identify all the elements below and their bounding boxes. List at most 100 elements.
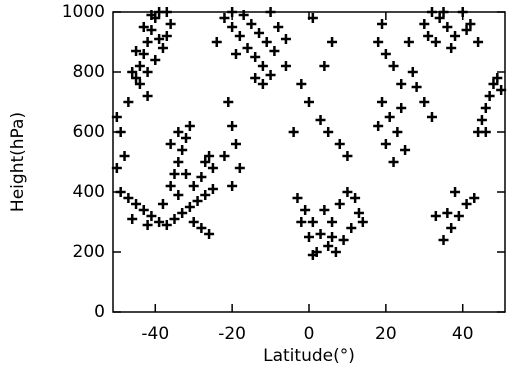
x-tick-label: -40 [141,324,169,344]
point [496,85,507,95]
point [357,217,368,227]
point [280,34,291,44]
x-tick-label: 20 [375,324,397,344]
point [131,73,142,83]
point [181,133,192,143]
point [446,43,457,53]
point [411,82,422,92]
point [254,28,265,38]
point [134,79,145,89]
y-tick-label: 1000 [62,2,105,22]
point [173,157,184,167]
point [177,208,188,218]
point [196,172,207,182]
point [461,25,472,35]
point [273,22,284,32]
plot-frame [112,11,506,313]
point [257,61,268,71]
point [150,55,161,65]
point [165,139,176,149]
point [219,151,230,161]
point [269,46,280,56]
point [142,91,153,101]
point [173,190,184,200]
point [419,97,430,107]
point [280,61,291,71]
point [373,121,384,131]
point [334,199,345,209]
point [234,163,245,173]
point [403,37,414,47]
point [127,214,138,224]
point [457,7,468,17]
point [484,91,495,101]
x-tick-label: -20 [218,324,246,344]
point [327,37,338,47]
point [230,139,241,149]
point [169,214,180,224]
point [461,199,472,209]
point [204,229,215,239]
point [261,37,272,47]
point [438,235,449,245]
point [207,184,218,194]
point [450,187,461,197]
point [211,37,222,47]
point [353,208,364,218]
y-tick-label: 800 [73,62,105,82]
point [161,7,172,17]
point [323,241,334,251]
point [227,121,238,131]
y-tick-label: 400 [73,182,105,202]
point [123,193,134,203]
point [307,250,318,260]
point [315,115,326,125]
point [165,19,176,29]
point [250,52,261,62]
point [304,232,314,242]
point [300,205,311,215]
point [188,181,199,191]
point [196,223,207,233]
point [154,217,165,227]
point [334,139,345,149]
point [480,103,491,113]
point [219,13,230,23]
point [373,37,384,47]
point [142,67,153,77]
y-tick-label: 200 [73,242,105,262]
point [123,97,134,107]
point [157,199,168,209]
point [227,22,238,32]
point [473,37,484,47]
point [131,199,142,209]
point [319,61,330,71]
point [146,25,157,35]
point [465,19,476,29]
point [307,217,318,227]
point [146,10,157,20]
point [327,217,338,227]
x-tick-label: 0 [304,324,315,344]
point [230,49,241,59]
point [315,229,326,239]
point [450,31,461,41]
point [234,31,245,41]
point [200,190,211,200]
point [327,232,338,242]
point [184,202,195,212]
point [188,217,199,227]
point [288,127,299,137]
point [396,79,407,89]
point [377,19,388,29]
point [250,73,261,83]
point [161,220,172,230]
point [423,31,434,41]
point [380,139,391,149]
x-tick-label: 40 [452,324,474,344]
point [207,163,218,173]
point [342,187,353,197]
point [319,205,330,215]
point [442,208,453,218]
point [134,61,145,71]
